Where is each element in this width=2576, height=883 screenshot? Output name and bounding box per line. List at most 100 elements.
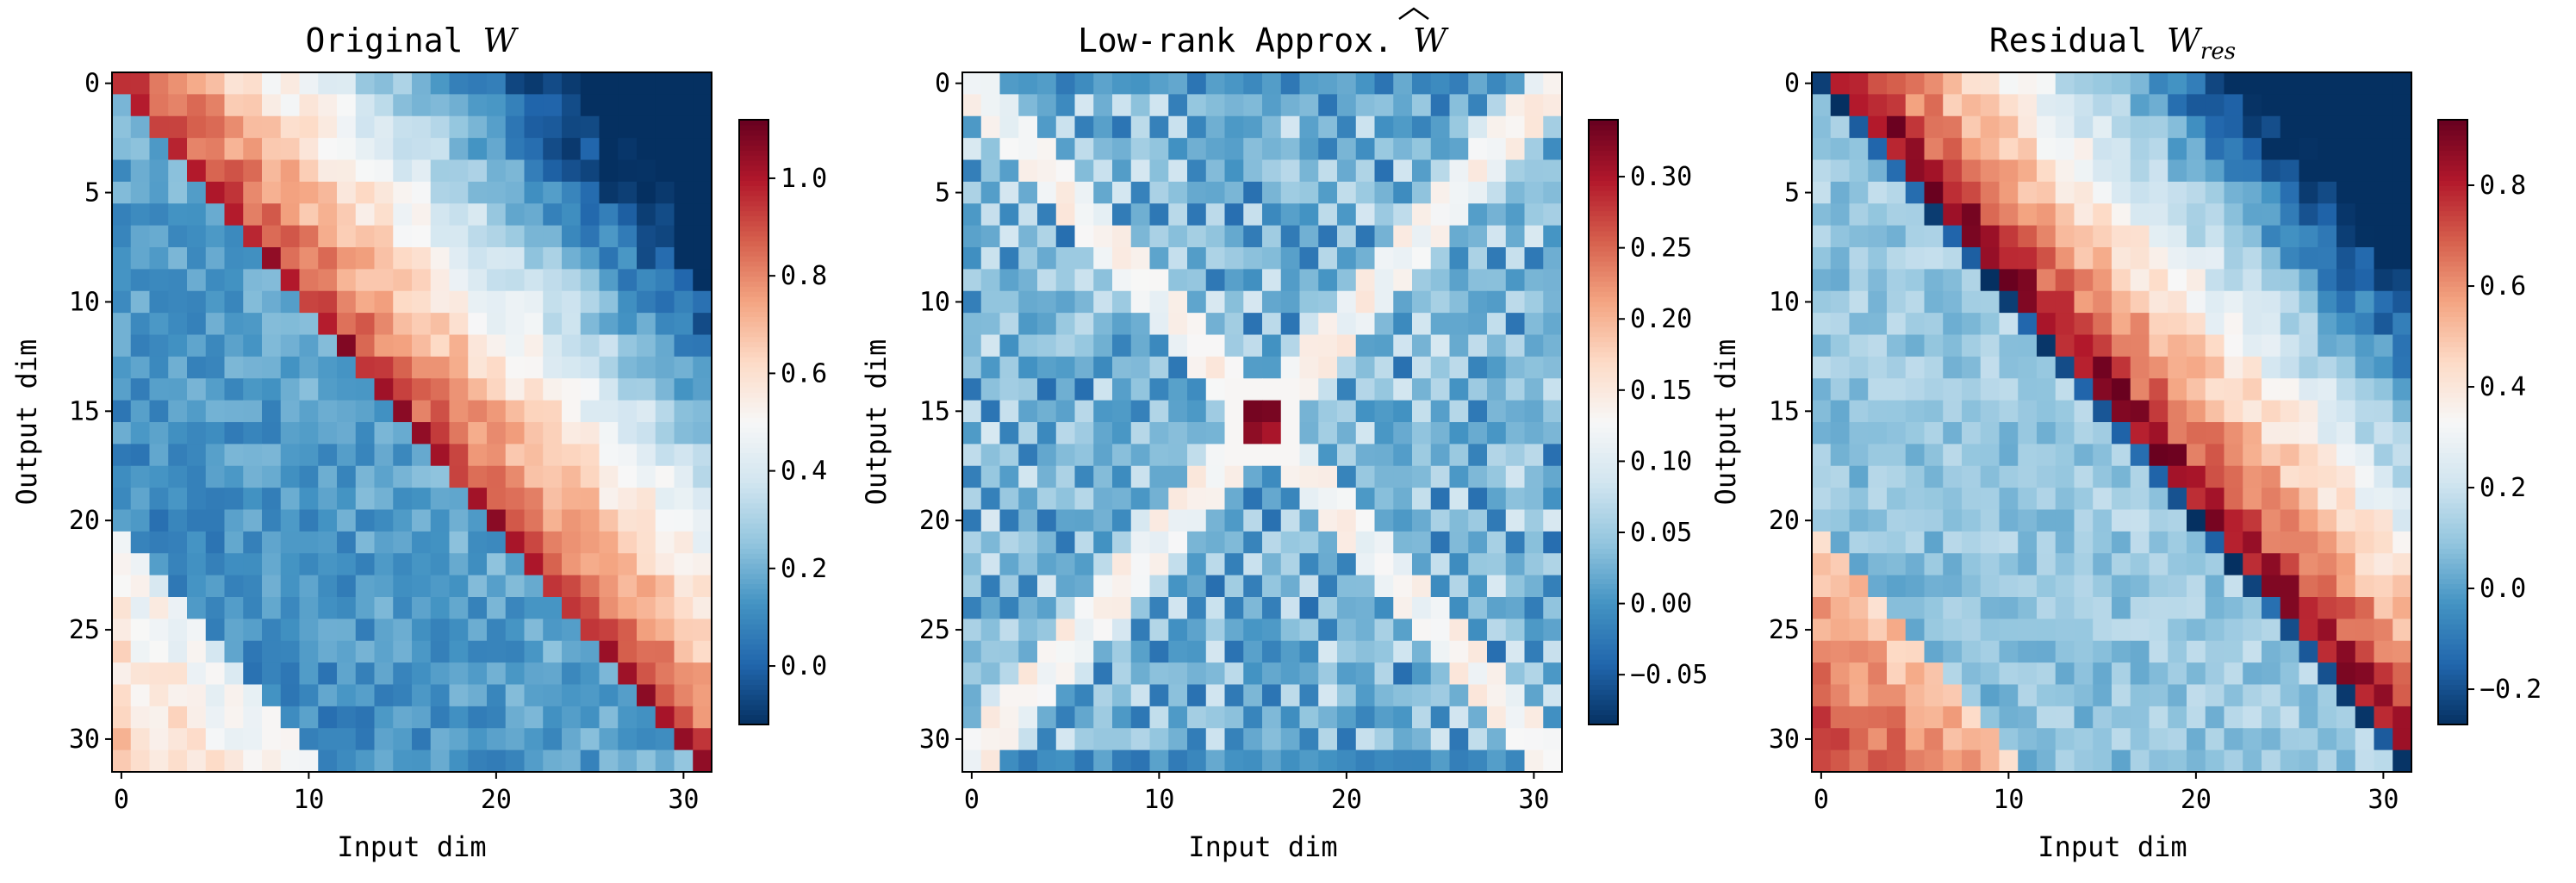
heatmap-cell <box>1224 640 1244 663</box>
heatmap-cell <box>580 181 600 204</box>
heatmap-cell <box>412 662 432 686</box>
heatmap-cell <box>999 465 1019 488</box>
heatmap-cell <box>1299 509 1319 532</box>
heatmap-cell <box>149 269 169 292</box>
heatmap-cell <box>1999 640 2019 663</box>
heatmap-cell <box>149 72 169 95</box>
colorbar-segment <box>739 699 768 706</box>
heatmap-cell <box>1243 181 1263 204</box>
heatmap-cell <box>374 422 394 445</box>
heatmap-cell <box>1112 488 1132 511</box>
heatmap-cell <box>262 94 282 117</box>
heatmap-cell <box>505 619 526 642</box>
heatmap-cell <box>599 422 619 445</box>
heatmap-cell <box>980 72 1001 95</box>
heatmap-cell <box>187 290 207 314</box>
heatmap-cell <box>2149 422 2168 445</box>
heatmap-cell <box>1412 313 1432 336</box>
heatmap-cell <box>2168 422 2187 445</box>
heatmap-cell <box>2112 356 2131 379</box>
heatmap-cell <box>355 684 376 707</box>
heatmap-cell <box>1280 138 1301 161</box>
heatmap-cell <box>1112 400 1132 423</box>
heatmap-cell <box>468 509 488 532</box>
heatmap-cell <box>1168 749 1188 773</box>
heatmap-cell <box>168 334 188 358</box>
colorbar-segment <box>739 709 768 716</box>
heatmap-cell <box>149 378 169 401</box>
heatmap-cell <box>468 619 488 642</box>
heatmap-cell <box>693 181 712 204</box>
heatmap-cell <box>1074 444 1094 467</box>
heatmap-cell <box>1055 94 1076 117</box>
heatmap-cell <box>1299 247 1319 270</box>
heatmap-cell <box>1093 225 1113 248</box>
heatmap-cell <box>393 706 413 729</box>
heatmap-cell <box>1924 553 1944 576</box>
colorbar-segment <box>1589 557 1618 564</box>
heatmap-cell <box>1487 640 1507 663</box>
heatmap-cell <box>2318 159 2337 183</box>
heatmap-cell <box>1943 509 1963 532</box>
heatmap-cell <box>168 465 188 488</box>
heatmap-cell <box>1074 684 1094 707</box>
heatmap-cell <box>1055 138 1076 161</box>
heatmap-cell <box>2130 356 2150 379</box>
heatmap-cell <box>2224 400 2243 423</box>
heatmap-cell <box>1112 313 1132 336</box>
heatmap-cell <box>1868 94 1888 117</box>
heatmap-cell <box>637 269 656 292</box>
heatmap-cell <box>2374 728 2393 751</box>
heatmap-cell <box>1468 313 1488 336</box>
heatmap-cell <box>449 72 469 95</box>
heatmap-cell <box>1055 72 1076 95</box>
heatmap-cell <box>618 597 638 619</box>
heatmap-cell <box>1830 225 1851 248</box>
heatmap-cell <box>487 313 507 336</box>
colorbar-segment <box>1589 140 1618 146</box>
heatmap-cell <box>2355 94 2375 117</box>
heatmap-cell <box>1168 619 1188 642</box>
heatmap-cell <box>1337 553 1357 576</box>
colorbar-segment <box>2438 532 2467 539</box>
heatmap-cell <box>1130 247 1151 270</box>
heatmap-cell <box>1018 444 1038 467</box>
colorbar-segment <box>739 583 768 589</box>
heatmap-cell <box>2205 662 2225 686</box>
heatmap-cell <box>355 531 376 554</box>
heatmap-cell <box>430 94 451 117</box>
heatmap-cell <box>280 356 301 379</box>
heatmap-cell <box>2130 684 2150 707</box>
heatmap-cell <box>2299 684 2318 707</box>
heatmap-cell <box>2074 488 2094 511</box>
heatmap-cell <box>980 706 1001 729</box>
heatmap-cell <box>655 465 675 488</box>
heatmap-cell <box>1262 94 1282 117</box>
heatmap-cell <box>980 181 1001 204</box>
heatmap-cell <box>2168 706 2187 729</box>
heatmap-cell <box>224 378 244 401</box>
heatmap-cell <box>962 728 982 751</box>
heatmap-cell <box>1505 400 1526 423</box>
heatmap-cell <box>2187 553 2206 576</box>
heatmap-cell <box>468 290 488 314</box>
colorbar-segment <box>1589 215 1618 221</box>
heatmap-cell <box>2112 159 2131 183</box>
x-tick-label: 20 <box>481 785 512 815</box>
heatmap-cell <box>2224 181 2243 204</box>
heatmap-cell <box>999 159 1019 183</box>
heatmap-cell <box>1999 465 2019 488</box>
heatmap-cell <box>2336 400 2356 423</box>
heatmap-cell <box>1074 115 1094 139</box>
heatmap-cell <box>618 269 638 292</box>
heatmap-cell <box>112 203 132 227</box>
heatmap-cell <box>2262 356 2281 379</box>
heatmap-cell <box>1018 269 1038 292</box>
heatmap-cell <box>1037 334 1057 358</box>
heatmap-cell <box>2392 509 2412 532</box>
heatmap-cell <box>1999 247 2019 270</box>
heatmap-cell <box>2055 400 2075 423</box>
heatmap-cell <box>262 706 282 729</box>
heatmap-cell <box>1393 488 1413 511</box>
colorbar-tick-label: 0.00 <box>1630 589 1692 619</box>
